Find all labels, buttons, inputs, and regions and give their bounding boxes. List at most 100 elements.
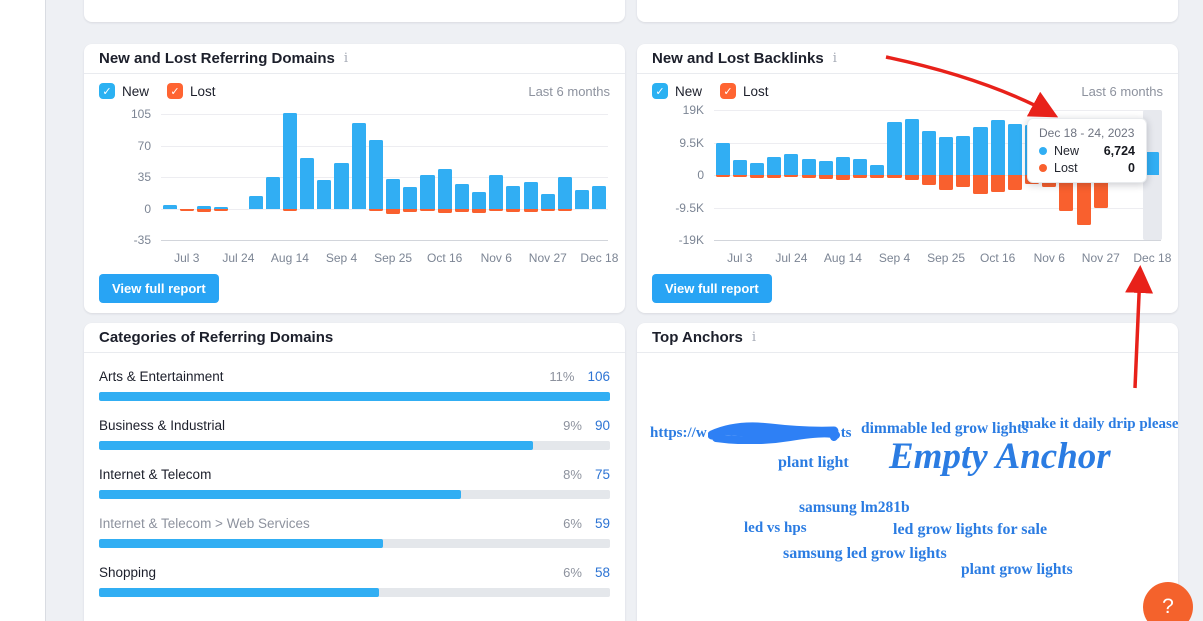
bar-lost[interactable] xyxy=(887,175,902,179)
checkbox-lost[interactable]: ✓ Lost xyxy=(720,83,769,99)
bar-new[interactable] xyxy=(1007,123,1022,175)
info-icon[interactable]: i xyxy=(832,51,837,66)
bar-new[interactable] xyxy=(592,186,607,209)
bar-lost[interactable] xyxy=(835,175,850,181)
bar-lost[interactable] xyxy=(196,208,212,213)
bar-lost[interactable] xyxy=(715,175,730,177)
bar-new[interactable] xyxy=(368,139,383,209)
bar-lost[interactable] xyxy=(1007,175,1022,191)
bar-lost[interactable] xyxy=(437,208,452,214)
bar-new[interactable] xyxy=(334,162,349,209)
bar-new[interactable] xyxy=(575,189,590,209)
bar-new[interactable] xyxy=(904,118,919,175)
category-count-link[interactable]: 59 xyxy=(594,516,610,531)
bar-new[interactable] xyxy=(386,179,401,209)
bar-new[interactable] xyxy=(196,205,212,209)
help-button[interactable]: ? xyxy=(1143,582,1193,621)
bar-lost[interactable] xyxy=(939,175,954,191)
bar-lost[interactable] xyxy=(767,175,782,178)
bar-lost[interactable] xyxy=(921,175,936,186)
bar-new[interactable] xyxy=(921,130,936,175)
bar-lost[interactable] xyxy=(557,208,573,211)
anchor-word-empty-anchor[interactable]: Empty Anchor xyxy=(889,436,1111,477)
chart-plot-area[interactable] xyxy=(161,110,608,241)
anchor-word[interactable]: dimmable led grow lights xyxy=(861,420,1029,437)
bar-lost[interactable] xyxy=(801,175,816,178)
checkbox-new[interactable]: ✓ New xyxy=(99,83,149,99)
bar-new[interactable] xyxy=(489,175,504,209)
category-count-link[interactable]: 90 xyxy=(594,418,610,433)
category-count-link[interactable]: 106 xyxy=(587,369,610,384)
bar-lost[interactable] xyxy=(818,175,833,180)
checkmark-icon[interactable]: ✓ xyxy=(652,83,668,99)
bar-new[interactable] xyxy=(853,159,868,175)
bar-new[interactable] xyxy=(214,206,229,209)
view-full-report-button[interactable]: View full report xyxy=(652,274,772,303)
bar-lost[interactable] xyxy=(853,175,868,179)
bar-new[interactable] xyxy=(282,112,297,209)
bar-new[interactable] xyxy=(437,169,452,209)
checkbox-new[interactable]: ✓ New xyxy=(652,83,702,99)
bar-lost[interactable] xyxy=(506,208,521,213)
bar-lost[interactable] xyxy=(973,175,988,194)
bar-new[interactable] xyxy=(472,192,487,209)
bar-lost[interactable] xyxy=(1076,175,1091,225)
bar-new[interactable] xyxy=(887,121,902,175)
bar-lost[interactable] xyxy=(282,208,297,211)
anchor-redacted-url[interactable]: https://w ts xyxy=(650,422,852,445)
anchor-word[interactable]: plant grow lights xyxy=(961,561,1073,578)
info-icon[interactable]: i xyxy=(343,51,349,66)
bar-new[interactable] xyxy=(300,157,315,209)
anchor-word[interactable]: plant light xyxy=(778,454,849,471)
anchor-word[interactable]: samsung led grow lights xyxy=(783,545,947,562)
bar-lost[interactable] xyxy=(990,175,1005,193)
info-icon[interactable]: i xyxy=(751,330,756,345)
bar-lost[interactable] xyxy=(403,208,418,213)
bar-new[interactable] xyxy=(801,158,816,175)
bar-new[interactable] xyxy=(818,160,833,175)
bar-new[interactable] xyxy=(420,174,435,209)
anchor-word[interactable]: led vs hps xyxy=(744,520,807,536)
bar-lost[interactable] xyxy=(1093,175,1108,208)
bar-lost[interactable] xyxy=(523,208,538,213)
category-count-link[interactable]: 58 xyxy=(594,565,610,580)
bar-lost[interactable] xyxy=(1059,175,1074,211)
bar-new[interactable] xyxy=(557,177,573,209)
anchor-word[interactable]: make it daily drip please xyxy=(1021,416,1178,432)
bar-new[interactable] xyxy=(870,164,885,175)
bar-new[interactable] xyxy=(749,163,765,175)
bar-new[interactable] xyxy=(939,137,954,175)
anchor-word[interactable]: led grow lights for sale xyxy=(893,521,1048,538)
bar-new[interactable] xyxy=(265,177,280,209)
checkmark-icon[interactable]: ✓ xyxy=(99,83,115,99)
bar-new[interactable] xyxy=(732,159,747,175)
bar-lost[interactable] xyxy=(179,208,194,211)
checkmark-icon[interactable]: ✓ xyxy=(720,83,737,99)
bar-lost[interactable] xyxy=(454,208,469,213)
bar-new[interactable] xyxy=(351,123,366,209)
bar-lost[interactable] xyxy=(904,175,919,181)
bar-lost[interactable] xyxy=(870,175,885,178)
bar-lost[interactable] xyxy=(420,208,435,212)
bar-lost[interactable] xyxy=(489,208,504,212)
bar-new[interactable] xyxy=(540,194,555,209)
bar-lost[interactable] xyxy=(214,208,229,211)
bar-lost[interactable] xyxy=(540,208,555,211)
view-full-report-button[interactable]: View full report xyxy=(99,274,219,303)
bar-lost[interactable] xyxy=(386,208,401,214)
bar-new[interactable] xyxy=(403,187,418,209)
bar-new[interactable] xyxy=(990,120,1005,175)
bar-new[interactable] xyxy=(523,181,538,209)
bar-new[interactable] xyxy=(715,142,730,175)
bar-new[interactable] xyxy=(784,153,799,175)
bar-lost[interactable] xyxy=(784,175,799,178)
bar-new[interactable] xyxy=(973,127,988,175)
bar-lost[interactable] xyxy=(368,208,383,211)
category-count-link[interactable]: 75 xyxy=(594,467,610,482)
bar-new[interactable] xyxy=(506,186,521,209)
checkmark-icon[interactable]: ✓ xyxy=(167,83,184,99)
bar-lost[interactable] xyxy=(732,175,747,178)
bar-new[interactable] xyxy=(248,196,263,209)
bar-new[interactable] xyxy=(835,156,850,175)
referring-domains-chart[interactable]: 105 70 35 0 -35 Jul 3 Jul 24 Aug 14 Sep 4 Sep 25 O… xyxy=(99,104,618,269)
